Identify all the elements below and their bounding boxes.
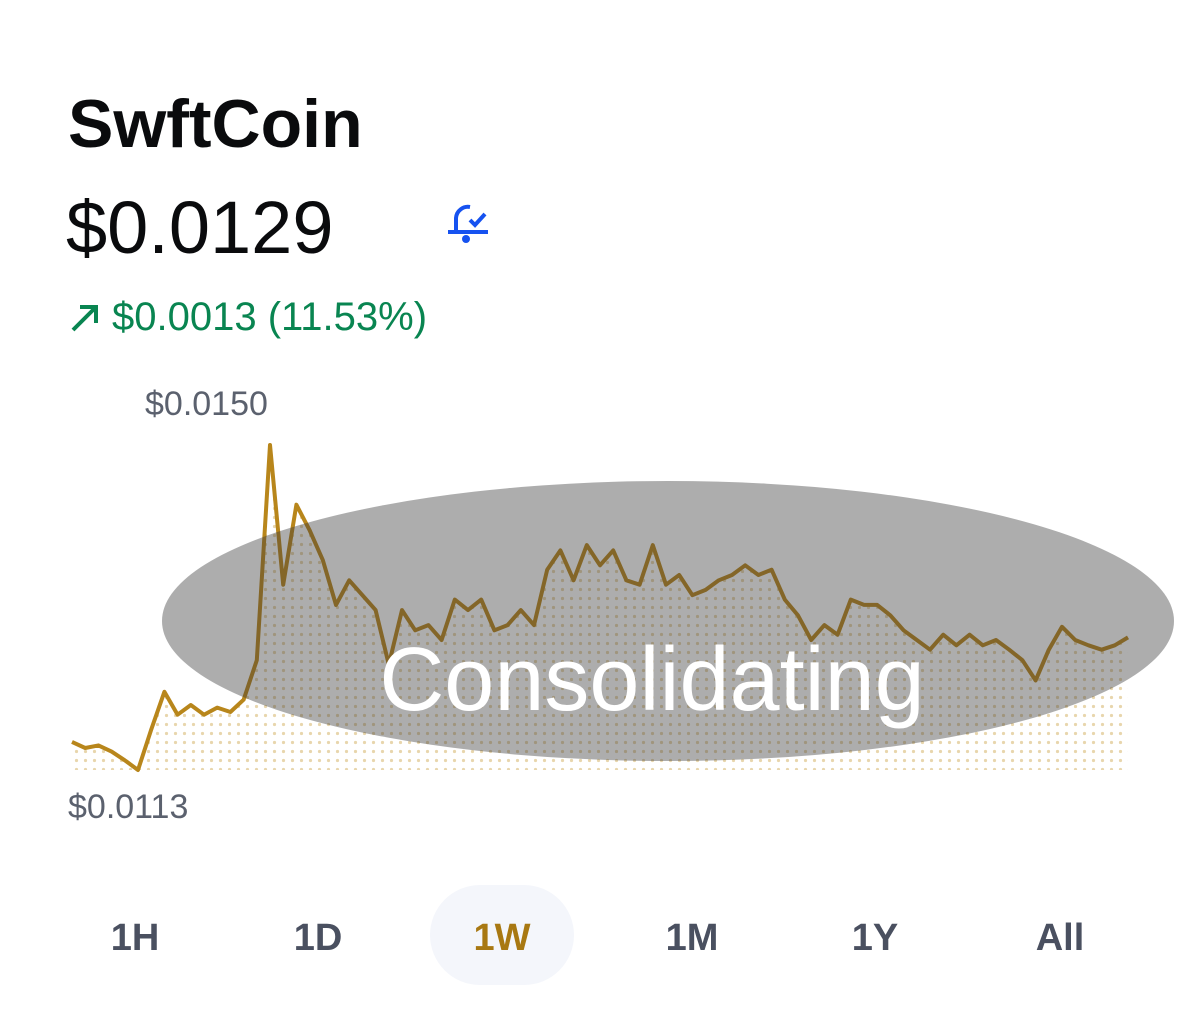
tab[interactable]: 1D <box>294 917 343 959</box>
tab[interactable]: All <box>1036 917 1085 959</box>
tab[interactable]: 1H <box>111 917 160 959</box>
area-fill <box>72 445 1128 770</box>
trend-arrow <box>71 305 98 332</box>
price-change: $0.0013 (11.53%) <box>112 295 427 339</box>
price: $0.0129 <box>66 186 334 269</box>
tab-selected-bg <box>430 885 574 985</box>
time-range-tabs: 1H 1D 1W 1M 1Y All <box>111 885 1085 985</box>
coin-title: SwftCoin <box>68 86 363 162</box>
low-label: $0.0113 <box>68 788 188 826</box>
annotation-text: Consolidating <box>379 630 924 730</box>
tab[interactable]: 1Y <box>852 917 898 959</box>
annotation-ellipse <box>162 481 1174 761</box>
chart: $0.0150 $0.0113 Consolidating <box>68 385 1174 826</box>
price-line <box>71 443 1130 772</box>
price-alert-icon[interactable] <box>448 204 488 243</box>
high-label: $0.0150 <box>145 385 268 423</box>
tab[interactable]: 1W <box>474 917 531 959</box>
tab[interactable]: 1M <box>666 917 719 959</box>
